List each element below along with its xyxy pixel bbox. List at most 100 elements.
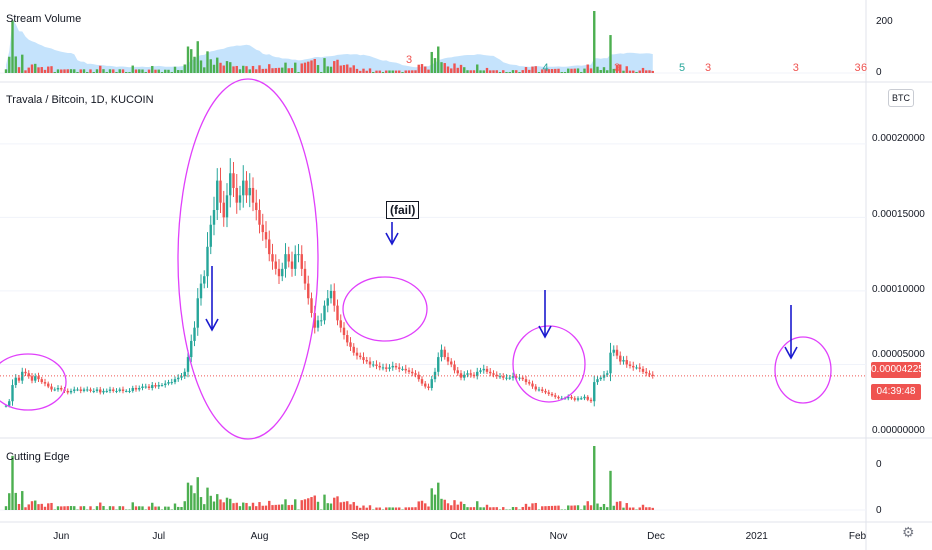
candle-body — [648, 373, 651, 375]
volume-bar — [440, 62, 443, 73]
candle-body — [271, 254, 274, 262]
candle-body — [498, 376, 502, 378]
candle-body — [125, 390, 128, 392]
volume-bar — [14, 56, 17, 73]
volume-bar — [557, 68, 560, 73]
candle-body — [167, 382, 170, 384]
volume-bar — [583, 68, 586, 73]
candle-body — [628, 364, 632, 366]
candle-body — [105, 390, 108, 392]
volume-bar — [154, 69, 157, 73]
indicator-bar — [619, 501, 622, 510]
candle-body — [375, 364, 378, 366]
indicator-bar — [186, 482, 190, 510]
volume-bar — [307, 61, 310, 73]
candle-body — [219, 180, 222, 203]
volume-signal-label: 3 — [792, 62, 799, 74]
volume-bar — [342, 65, 346, 73]
indicator-bar — [599, 506, 602, 510]
indicator-bar — [485, 504, 489, 510]
candle-body — [641, 368, 645, 372]
volume-bar — [177, 70, 180, 73]
candle-body — [635, 367, 638, 369]
candle-body — [141, 386, 144, 388]
candle-body — [121, 389, 125, 391]
candle-body — [89, 389, 92, 391]
indicator-bar — [99, 502, 102, 510]
currency-button[interactable]: BTC — [888, 89, 914, 107]
candle-body — [521, 377, 524, 380]
volume-bar — [388, 70, 391, 73]
volume-bar — [99, 65, 102, 73]
candle-body — [255, 202, 258, 211]
indicator-bar — [524, 503, 528, 510]
volume-bar — [34, 63, 37, 73]
candle-body — [147, 386, 151, 388]
candle-body — [365, 360, 368, 362]
volume-bar — [466, 70, 469, 73]
indicator-bar — [534, 502, 537, 510]
candle-body — [47, 383, 50, 387]
volume-bar — [47, 66, 50, 73]
candle-body — [443, 349, 446, 358]
candle-body — [638, 367, 641, 369]
candle-body — [378, 365, 381, 368]
indicator-bar — [414, 507, 417, 510]
indicator-bar — [609, 470, 612, 510]
candle-body — [430, 379, 433, 388]
indicator-bar — [394, 507, 398, 510]
indicator-bar — [43, 506, 47, 510]
date-tick-label: Aug — [250, 531, 269, 542]
indicator-bar — [206, 487, 209, 510]
candle-body — [242, 180, 245, 196]
candle-body — [388, 367, 391, 369]
indicator-bar — [489, 507, 492, 510]
indicator-bar — [550, 505, 554, 510]
candle-body — [300, 254, 303, 269]
candle-body — [229, 173, 232, 196]
volume-bar — [60, 69, 63, 73]
highlight-ellipse — [0, 353, 67, 411]
indicator-bar — [183, 501, 186, 510]
candle-body — [355, 352, 359, 356]
candle-body — [287, 254, 290, 262]
price-tick: 0.00010000 — [872, 284, 925, 295]
volume-signal-label: 3 — [704, 62, 712, 74]
price-tick: 0.00005000 — [872, 349, 925, 360]
highlight-ellipse — [342, 276, 428, 342]
volume-bar — [339, 65, 342, 73]
volume-bar — [95, 69, 99, 73]
candle-body — [131, 387, 134, 391]
indicator-bar — [235, 502, 238, 510]
candle-body — [362, 357, 365, 361]
candle-body — [112, 389, 115, 391]
indicator-bar — [199, 497, 203, 510]
indicator-bar — [229, 498, 232, 510]
volume-bar — [381, 72, 385, 73]
volume-bar — [27, 67, 30, 73]
candle-body — [456, 370, 459, 374]
indicator-bar — [173, 503, 177, 510]
volume-bar — [645, 70, 648, 73]
candle-body — [502, 376, 505, 378]
indicator-bar — [255, 506, 258, 510]
candle-body — [170, 382, 173, 384]
indicator-bar — [450, 505, 453, 510]
gear-icon[interactable]: ⚙ — [902, 524, 915, 540]
candle-body — [593, 382, 596, 402]
candle-body — [495, 374, 498, 377]
indicator-bar — [557, 505, 560, 510]
volume-ma-area — [6, 19, 653, 73]
indicator-bar — [508, 509, 511, 510]
indicator-bar — [63, 506, 66, 510]
candle-body — [346, 335, 349, 343]
indicator-bar — [329, 503, 333, 510]
indicator-bar — [346, 501, 349, 510]
candle-body — [550, 393, 554, 396]
indicator-bar — [372, 509, 375, 510]
indicator-bar — [651, 507, 654, 510]
volume-bar — [547, 69, 550, 73]
volume-bar — [346, 64, 349, 73]
indicator-bar — [505, 509, 508, 510]
